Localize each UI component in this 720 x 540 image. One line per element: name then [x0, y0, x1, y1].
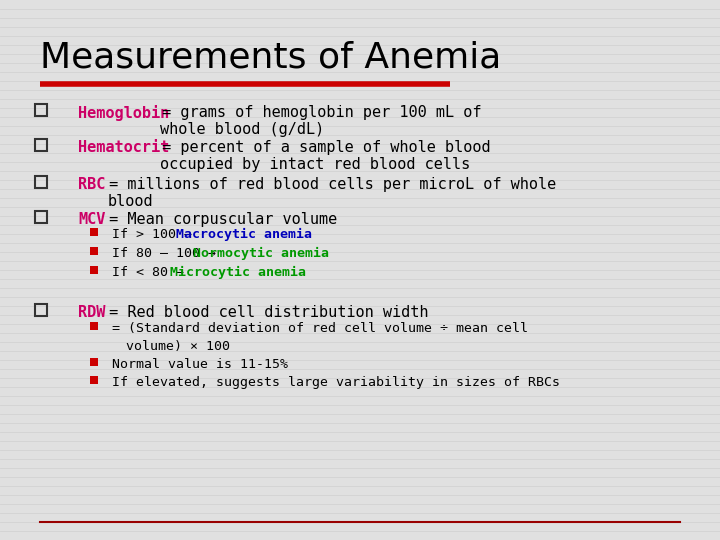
Text: If > 100 →: If > 100 →: [112, 228, 200, 241]
Text: Macrocytic anemia: Macrocytic anemia: [176, 228, 312, 241]
Bar: [90, 358, 98, 366]
Bar: [35, 139, 47, 151]
Text: If < 80 →: If < 80 →: [112, 266, 192, 279]
Text: Measurements of Anemia: Measurements of Anemia: [40, 40, 501, 74]
Bar: [35, 104, 47, 116]
Bar: [90, 322, 98, 330]
Text: = Red blood cell distribution width: = Red blood cell distribution width: [101, 305, 429, 320]
Text: Hemoglobin: Hemoglobin: [78, 105, 169, 121]
Text: MCV: MCV: [78, 212, 105, 227]
Text: = Mean corpuscular volume: = Mean corpuscular volume: [101, 212, 338, 227]
Text: = grams of hemoglobin per 100 mL of: = grams of hemoglobin per 100 mL of: [153, 105, 482, 120]
Bar: [90, 266, 98, 274]
Text: If 80 – 100 →: If 80 – 100 →: [112, 247, 224, 260]
Bar: [35, 304, 47, 316]
Text: occupied by intact red blood cells: occupied by intact red blood cells: [161, 157, 471, 172]
Text: Normocytic anemia: Normocytic anemia: [193, 247, 329, 260]
Bar: [90, 376, 98, 384]
Text: blood: blood: [108, 194, 153, 209]
Text: RBC: RBC: [78, 177, 105, 192]
Text: = percent of a sample of whole blood: = percent of a sample of whole blood: [153, 140, 490, 155]
Text: Normal value is 11-15%: Normal value is 11-15%: [112, 358, 288, 371]
Text: volume) × 100: volume) × 100: [126, 340, 230, 353]
Bar: [90, 247, 98, 255]
Bar: [90, 228, 98, 236]
Bar: [35, 176, 47, 188]
Text: whole blood (g/dL): whole blood (g/dL): [161, 122, 325, 137]
Text: = (Standard deviation of red cell volume ÷ mean cell: = (Standard deviation of red cell volume…: [112, 322, 528, 335]
Text: Microcytic anemia: Microcytic anemia: [170, 266, 306, 279]
Text: = millions of red blood cells per microL of whole: = millions of red blood cells per microL…: [101, 177, 557, 192]
Bar: [35, 211, 47, 223]
Text: Hematocrit: Hematocrit: [78, 140, 169, 155]
Text: If elevated, suggests large variability in sizes of RBCs: If elevated, suggests large variability …: [112, 376, 560, 389]
Text: RDW: RDW: [78, 305, 105, 320]
